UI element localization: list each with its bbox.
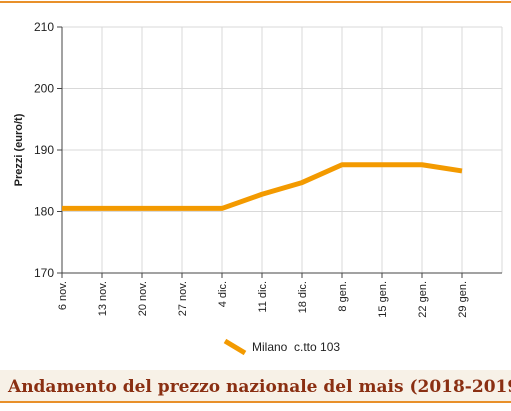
line [62,162,463,211]
y-tick-label: 170 [34,266,54,280]
x-tick-label: 13 nov. [97,281,109,316]
x-tick-label: 15 gen. [377,281,389,318]
x-tick-label: 18 dic. [297,281,309,313]
x-tick-label: 4 dic. [217,281,229,307]
title-band [0,370,511,402]
legend-swatch [223,338,247,356]
x-tick-label: 8 gen. [337,281,349,312]
x-tick-label: 6 nov. [57,281,69,310]
x-tick-label: 22 gen. [417,281,429,318]
y-tick-label: 200 [34,82,54,96]
y-tick-label: 190 [34,143,54,157]
y-axis-label: Prezzi (euro/t) [13,113,25,186]
x-tick-label: 20 nov. [137,281,149,316]
x-tick-label: 29 gen. [457,281,469,318]
y-tick-label: 210 [34,20,54,34]
y-tick-label: 180 [34,205,54,219]
chart-title: Andamento del prezzo nazionale del mais … [7,377,511,397]
x-tick-label: 11 dic. [257,281,269,313]
x-tick-label: 27 nov. [177,281,189,316]
legend-label: Milano c.tto 103 [252,340,340,354]
